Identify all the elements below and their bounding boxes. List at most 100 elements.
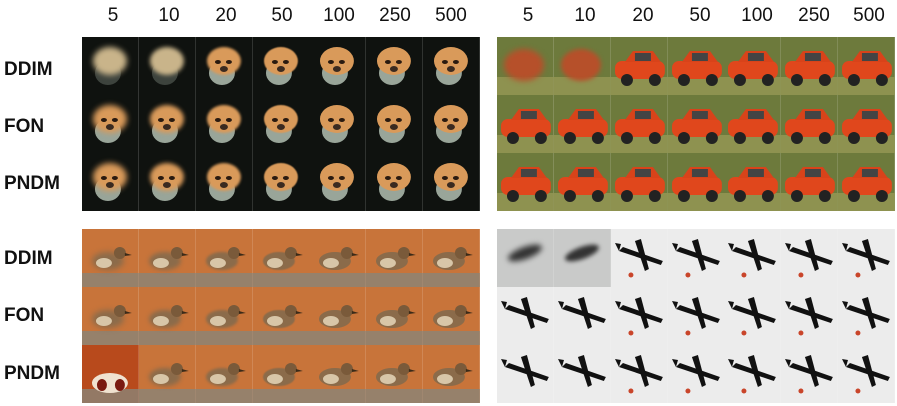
sample-image (366, 287, 424, 345)
sample-image (667, 229, 725, 287)
sample-image (667, 95, 725, 153)
sample-image (138, 345, 196, 403)
sample-image (138, 37, 196, 95)
sample-image (423, 153, 480, 211)
sample-image (781, 287, 839, 345)
image-grid-car (497, 37, 895, 211)
sample-image (195, 153, 253, 211)
sample-image (423, 95, 480, 153)
sample-image (82, 287, 139, 345)
sample-image (423, 37, 480, 95)
image-grid-airplane (497, 229, 895, 403)
sample-image (309, 345, 367, 403)
sample-image (838, 153, 895, 211)
sample-image (497, 37, 554, 95)
sample-image (553, 153, 611, 211)
sample-image (553, 37, 611, 95)
sample-image (497, 287, 554, 345)
sample-image (497, 229, 554, 287)
row-label-fon-bottom: FON (4, 305, 45, 326)
sample-image (195, 229, 253, 287)
sample-image (195, 345, 253, 403)
sample-image (423, 229, 480, 287)
sample-image (138, 287, 196, 345)
sample-image (724, 287, 782, 345)
sample-image (309, 95, 367, 153)
sample-image (366, 37, 424, 95)
sample-image (366, 345, 424, 403)
image-grid-bird (82, 229, 480, 403)
sample-image (138, 95, 196, 153)
col-header: 20 (215, 5, 237, 26)
col-header: 500 (853, 5, 885, 26)
sample-image (309, 37, 367, 95)
col-header: 100 (741, 5, 773, 26)
sample-image (724, 37, 782, 95)
sample-image (423, 287, 480, 345)
sample-image (724, 229, 782, 287)
sample-image (781, 153, 839, 211)
sample-image (610, 345, 668, 403)
sample-image (82, 37, 139, 95)
sample-image (366, 95, 424, 153)
sample-image (667, 37, 725, 95)
sample-image (252, 345, 310, 403)
sample-image (610, 287, 668, 345)
sample-image (781, 345, 839, 403)
sample-image (667, 345, 725, 403)
sample-image (610, 37, 668, 95)
col-header: 250 (798, 5, 830, 26)
sample-image (724, 95, 782, 153)
sample-image (497, 345, 554, 403)
sample-image (252, 37, 310, 95)
sample-image (195, 287, 253, 345)
sample-image (781, 95, 839, 153)
sample-image (667, 287, 725, 345)
sample-image (724, 345, 782, 403)
sample-image (252, 287, 310, 345)
sample-image (497, 153, 554, 211)
row-label-fon-top: FON (4, 116, 45, 137)
sample-image (781, 37, 839, 95)
sample-image (309, 153, 367, 211)
col-header: 50 (689, 5, 711, 26)
row-label-pndm-bottom: PNDM (4, 363, 60, 384)
sample-image (553, 345, 611, 403)
sample-image (838, 229, 895, 287)
sample-image (82, 229, 139, 287)
col-header: 100 (323, 5, 355, 26)
sample-image (82, 153, 139, 211)
sample-image (309, 287, 367, 345)
sample-image (838, 95, 895, 153)
col-header: 500 (435, 5, 467, 26)
sample-image (838, 345, 895, 403)
sample-image (252, 229, 310, 287)
sample-image (309, 229, 367, 287)
sample-image (138, 229, 196, 287)
sample-image (610, 95, 668, 153)
sample-image (82, 95, 139, 153)
row-label-pndm-top: PNDM (4, 173, 60, 194)
sample-image (838, 37, 895, 95)
sample-image (138, 153, 196, 211)
sample-image (195, 37, 253, 95)
col-header: 20 (632, 5, 654, 26)
sample-image (610, 229, 668, 287)
sample-image (497, 95, 554, 153)
sample-image (667, 153, 725, 211)
col-header: 250 (379, 5, 411, 26)
col-header: 10 (158, 5, 180, 26)
sample-image (781, 229, 839, 287)
col-header: 5 (107, 5, 119, 26)
sample-image (366, 153, 424, 211)
image-grid-dog (82, 37, 480, 211)
sample-image (553, 229, 611, 287)
col-header: 10 (574, 5, 596, 26)
row-label-ddim-top: DDIM (4, 59, 53, 80)
sample-image (252, 95, 310, 153)
sample-image (82, 345, 139, 403)
sample-image (610, 153, 668, 211)
sample-image (252, 153, 310, 211)
sample-image (553, 287, 611, 345)
col-header: 50 (271, 5, 293, 26)
